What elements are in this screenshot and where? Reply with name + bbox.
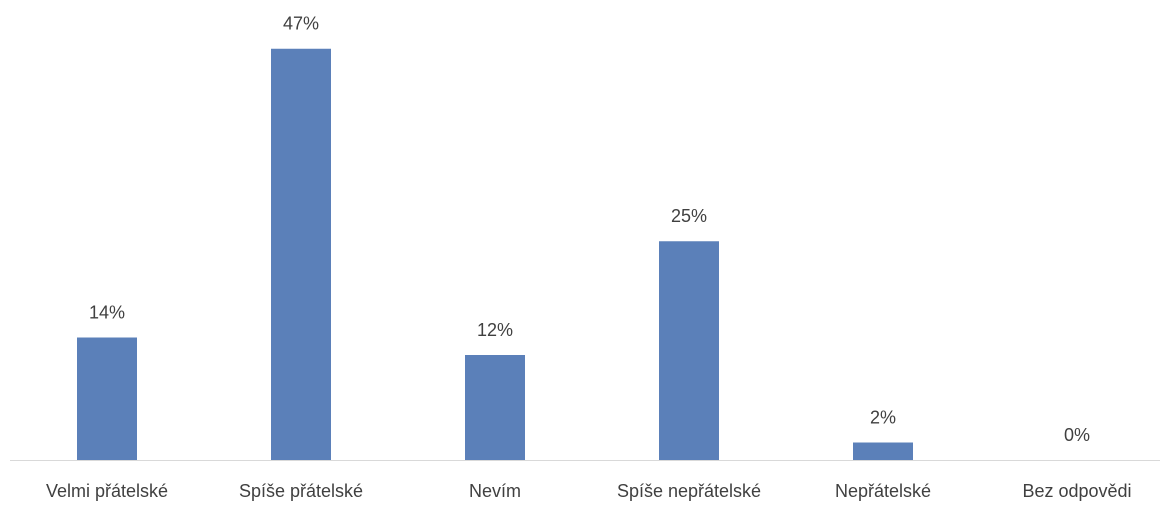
data-label: 0%	[1064, 425, 1090, 445]
data-label: 25%	[671, 206, 707, 226]
bar	[659, 241, 719, 460]
x-tick-label: Spíše nepřátelské	[617, 481, 761, 501]
bar	[853, 442, 913, 460]
bar	[465, 355, 525, 460]
bar	[271, 48, 331, 460]
data-label: 47%	[283, 14, 319, 34]
x-tick-label: Velmi přátelské	[46, 481, 168, 501]
data-label: 2%	[870, 407, 896, 427]
data-label: 12%	[477, 320, 513, 340]
x-tick-label: Bez odpovědi	[1022, 481, 1131, 501]
data-label: 14%	[89, 302, 125, 322]
x-tick-label: Nepřátelské	[835, 481, 931, 501]
bar	[77, 337, 137, 460]
x-tick-label: Nevím	[469, 481, 521, 501]
x-tick-label: Spíše přátelské	[239, 481, 363, 501]
